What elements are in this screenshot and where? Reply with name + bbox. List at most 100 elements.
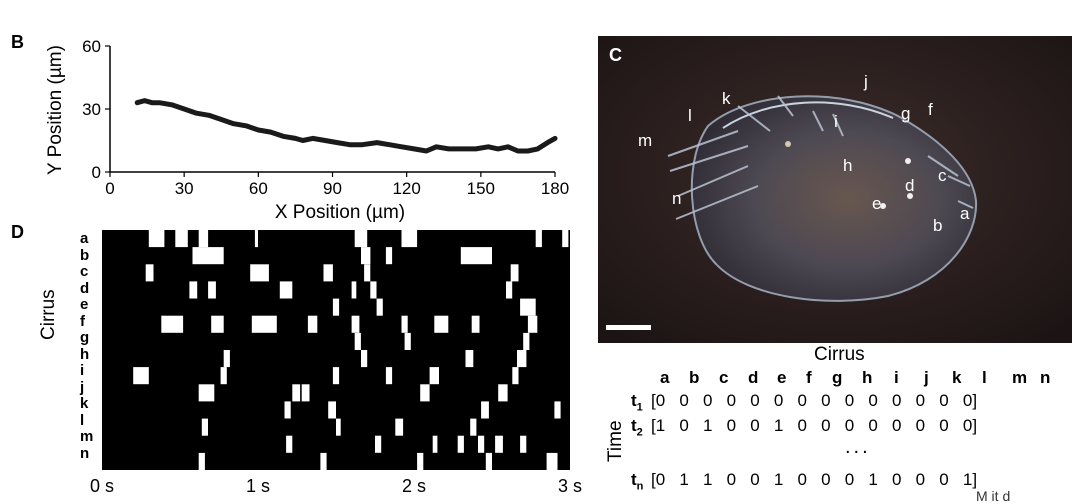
inactive-interval-m xyxy=(286,435,293,453)
y-tick-label: 30 xyxy=(82,100,101,119)
inactive-interval-n xyxy=(546,452,558,470)
inactive-interval-a xyxy=(401,230,418,248)
inactive-interval-l xyxy=(336,418,341,436)
x-tick-label: 0 xyxy=(105,179,114,198)
matrix-ellipsis: ... xyxy=(845,436,871,458)
inactive-interval-f xyxy=(434,315,449,333)
matrix-row-close: 0] xyxy=(962,391,978,410)
matrix-column-n: n xyxy=(1040,368,1051,387)
inactive-interval-h xyxy=(517,350,527,368)
matrix-row-values-inner: 0 1 0 0 1 0 0 0 0 0 0 0 xyxy=(679,416,949,435)
inactive-interval-f xyxy=(471,315,480,333)
trajectory-chart: Y Position (µm) X Position (µm) 0 30 60 90 1… xyxy=(45,37,569,223)
matrix-row-subscript: n xyxy=(636,480,644,493)
matrix-row-close: 0] xyxy=(962,416,978,435)
inactive-interval-j xyxy=(198,384,215,402)
time-tick-label: 2 s xyxy=(401,476,427,496)
inactive-interval-m xyxy=(457,435,464,453)
cirrus-label-b: b xyxy=(933,216,943,235)
raster-row-label-a: a xyxy=(80,230,89,247)
cirrus-label-l: l xyxy=(688,106,692,125)
matrix-row-t: t xyxy=(631,470,637,489)
cirrus-label-f: f xyxy=(928,100,933,119)
inactive-interval-f xyxy=(211,315,224,333)
trajectory-line xyxy=(134,98,558,154)
inactive-interval-a xyxy=(562,230,569,248)
inactive-interval-n xyxy=(417,452,424,470)
panel-label-c: C xyxy=(609,45,622,65)
inactive-interval-i xyxy=(385,367,393,385)
inactive-interval-k xyxy=(554,401,561,419)
inactive-interval-d xyxy=(351,281,357,299)
matrix-column-h: h xyxy=(862,368,873,387)
time-tick-label: 0 s xyxy=(89,476,115,496)
inactive-interval-d xyxy=(189,281,198,299)
inactive-interval-f xyxy=(307,315,318,333)
inactive-interval-h xyxy=(223,350,230,368)
inactive-interval-i xyxy=(429,367,439,385)
x-tick-label: 120 xyxy=(392,179,420,198)
inactive-interval-c xyxy=(250,264,269,282)
raster-row-label-m: m xyxy=(80,428,94,445)
y-tick-label: 0 xyxy=(92,163,101,182)
y-tick-label: 60 xyxy=(82,37,101,56)
raster-row-label-b: b xyxy=(80,246,90,264)
cirrus-label-d: d xyxy=(905,176,915,195)
matrix-row-open: [0 xyxy=(651,470,666,489)
matrix-column-g: g xyxy=(832,368,843,387)
inactive-interval-d xyxy=(208,281,216,299)
raster-row-label-h: h xyxy=(80,345,90,363)
inactive-interval-b xyxy=(460,247,492,265)
inactive-interval-e xyxy=(332,298,340,316)
inactive-interval-j xyxy=(292,384,301,402)
cirrus-label-h: h xyxy=(843,156,853,175)
matrix-row-t: t xyxy=(631,391,637,410)
inactive-interval-h xyxy=(465,350,474,368)
inactive-interval-c xyxy=(510,264,519,282)
inactive-interval-l xyxy=(395,418,404,436)
inactive-interval-j xyxy=(498,384,508,402)
matrix-title: Cirrus xyxy=(814,344,865,365)
panel-label-b: B xyxy=(11,32,24,52)
matrix-row-values: [0 1 1 0 0 1 0 0 0 1 0 0 0 1] xyxy=(651,470,977,490)
raster-row-label-n: n xyxy=(80,444,90,462)
inactive-interval-b xyxy=(192,247,224,265)
inactive-interval-j xyxy=(420,384,430,402)
matrix-column-f: f xyxy=(806,368,812,387)
inactive-interval-c xyxy=(323,264,333,282)
x-tick-label: 180 xyxy=(541,179,569,198)
inactive-interval-c xyxy=(364,264,371,282)
inactive-interval-e xyxy=(376,298,383,316)
matrix-time-label: Time xyxy=(605,420,626,462)
matrix-column-c: c xyxy=(719,368,729,387)
inactive-interval-m xyxy=(432,435,438,453)
raster-row-label-d: d xyxy=(80,279,90,297)
matrix-row-values: [0 0 0 0 0 0 0 0 0 0 0 0 0 0] xyxy=(651,391,977,411)
cirrus-label-k: k xyxy=(722,89,731,108)
raster-row-label-c: c xyxy=(80,263,89,280)
inactive-interval-m xyxy=(495,435,503,453)
x-tick-label: 30 xyxy=(175,179,194,198)
scale-bar xyxy=(606,325,651,330)
matrix-row-open: [1 xyxy=(651,416,666,435)
cirrus-label-m: m xyxy=(638,131,653,150)
inactive-interval-n xyxy=(320,452,327,470)
inactive-interval-f xyxy=(527,315,538,333)
inactive-interval-c xyxy=(145,264,154,282)
matrix-row-t: t xyxy=(631,416,637,435)
inactive-interval-a xyxy=(535,230,542,248)
inactive-interval-k xyxy=(284,401,291,419)
inactive-interval-n xyxy=(485,452,492,470)
matrix-column-d: d xyxy=(748,368,759,387)
matrix-row-label: tn xyxy=(631,470,643,492)
cirrus-label-c: c xyxy=(938,166,947,185)
inactive-interval-n xyxy=(198,452,205,470)
cut-off-text: M it d xyxy=(976,488,1011,504)
inactive-interval-f xyxy=(401,315,408,333)
matrix-column-e: e xyxy=(777,368,787,387)
time-tick-label: 1 s xyxy=(245,476,271,496)
matrix-column-k: k xyxy=(952,368,962,387)
inactive-interval-f xyxy=(251,315,277,333)
inactive-interval-a xyxy=(148,230,165,248)
